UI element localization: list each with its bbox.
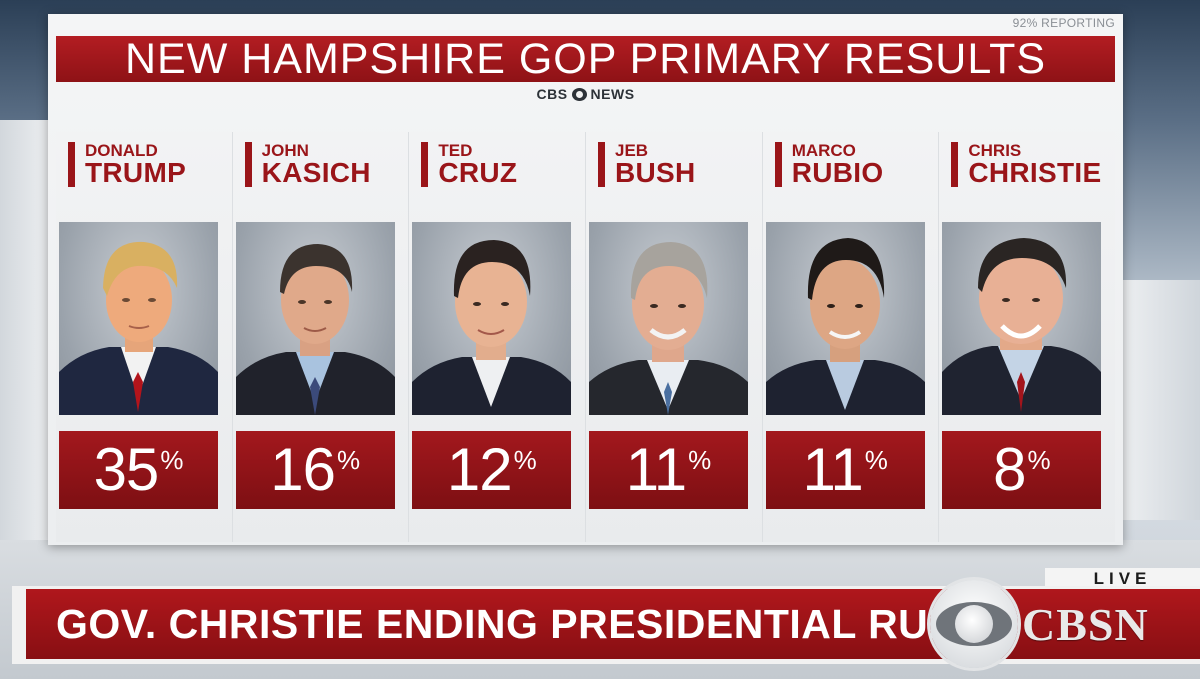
cbs-eye-pupil [955, 605, 993, 643]
candidate-card-cruz: TED CRUZ 12% [408, 132, 586, 542]
candidate-photo [942, 222, 1102, 415]
cbs-eye-logo-icon [930, 580, 1018, 668]
candidate-last-name: CHRISTIE [968, 157, 1102, 188]
network-credit-news: NEWS [590, 86, 635, 102]
vote-percentage: 8% [942, 431, 1102, 509]
candidate-photo [59, 222, 218, 415]
candidate-last-name: TRUMP [85, 157, 187, 188]
vote-percentage: 35% [59, 431, 218, 509]
percent-value: 16 [270, 436, 336, 503]
percent-value: 11 [802, 436, 863, 503]
candidate-card-trump: DONALD TRUMP 35% [56, 132, 232, 542]
candidate-columns: DONALD TRUMP 35% [56, 132, 1116, 542]
cbsn-brand: CBSN [1022, 599, 1149, 650]
candidate-card-rubio: MARCO RUBIO 11% [761, 132, 939, 542]
candidate-first-name: DONALD [85, 141, 158, 160]
candidate-name: JEB BUSH [598, 142, 696, 187]
candidate-last-name: KASICH [261, 157, 371, 188]
live-badge: LIVE [1045, 568, 1200, 590]
candidate-name: TED CRUZ [421, 142, 517, 187]
candidate-card-kasich: JOHN KASICH 16% [231, 132, 409, 542]
network-credit: CBS NEWS [48, 86, 1123, 102]
candidate-card-christie: CHRIS CHRISTIE 8% [938, 132, 1116, 542]
candidate-photo [589, 222, 749, 415]
reporting-status: 92% REPORTING [1012, 16, 1115, 30]
percent-sign: % [336, 445, 361, 475]
candidate-last-name: RUBIO [791, 157, 884, 188]
headline-text: GOV. CHRISTIE ENDING PRESIDENTIAL RUN [56, 601, 959, 647]
candidate-name: CHRIS CHRISTIE [951, 142, 1101, 187]
percent-sign: % [160, 445, 184, 475]
vote-percentage: 11% [765, 431, 925, 509]
candidate-photo [412, 222, 572, 415]
candidate-last-name: CRUZ [438, 157, 518, 188]
vote-percentage: 11% [589, 431, 749, 509]
candidate-photo [235, 222, 395, 415]
candidate-first-name: JOHN [261, 141, 309, 160]
studio-wall-left [0, 120, 52, 540]
candidate-name: JOHN KASICH [244, 141, 371, 188]
percent-value: 35 [93, 436, 160, 503]
studio-wall-right [1120, 280, 1200, 520]
candidate-photo [765, 222, 925, 415]
percent-sign: % [513, 445, 537, 475]
vote-percentage: 12% [412, 431, 572, 509]
candidate-first-name: TED [438, 141, 473, 160]
candidate-card-bush: JEB BUSH 11% [585, 132, 762, 542]
candidate-name: DONALD TRUMP [68, 142, 186, 187]
percent-value: 11 [625, 436, 687, 503]
candidate-name: MARCO RUBIO [774, 141, 884, 188]
results-title: NEW HAMPSHIRE GOP PRIMARY RESULTS [56, 35, 1115, 83]
vote-percentage: 16% [235, 431, 395, 509]
candidate-first-name: MARCO [791, 141, 856, 160]
percent-value: 8 [993, 436, 1026, 503]
percent-sign: % [1027, 445, 1051, 475]
results-board: 92% REPORTING NEW HAMPSHIRE GOP PRIMARY … [48, 14, 1123, 545]
network-credit-cbs: CBS [536, 86, 568, 102]
percent-sign: % [864, 445, 888, 475]
candidate-last-name: BUSH [615, 157, 696, 188]
cbs-eye-icon [571, 87, 587, 101]
candidate-first-name: JEB [615, 141, 649, 160]
percent-sign: % [688, 445, 712, 475]
candidate-first-name: CHRIS [968, 141, 1022, 160]
percent-value: 12 [446, 436, 513, 503]
